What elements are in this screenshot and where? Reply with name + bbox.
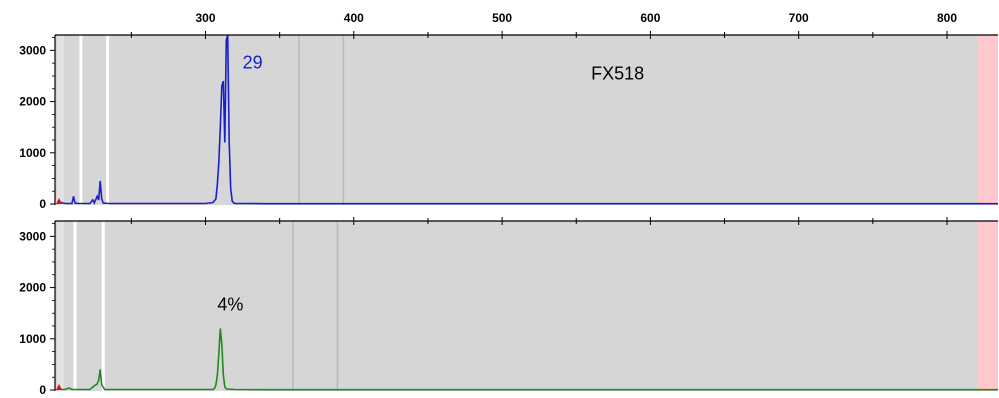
lane-left-light xyxy=(57,221,64,391)
annotation-label: FX518 xyxy=(591,64,644,84)
x-tick-label: 400 xyxy=(344,11,364,25)
y-tick-label: 0 xyxy=(39,383,46,397)
lane-white xyxy=(79,35,83,205)
x-tick-label: 700 xyxy=(789,11,809,25)
y-tick-label: 2000 xyxy=(19,281,46,295)
plot-background xyxy=(55,221,998,391)
lane-white xyxy=(101,221,105,391)
lane-left-light xyxy=(57,35,64,205)
signal-trace xyxy=(56,328,998,391)
panel-top: 0 1000 2000 3000 29 FX518 xyxy=(19,31,998,211)
y-tick-label: 1000 xyxy=(19,332,46,346)
top-x-axis: 300 400 500 600 700 800 xyxy=(195,11,957,25)
y-tick-label: 3000 xyxy=(19,43,46,57)
excluded-region xyxy=(978,221,998,391)
y-tick-label: 3000 xyxy=(19,229,46,243)
baseline-marker xyxy=(56,384,62,390)
annotation-label: 4% xyxy=(217,295,243,315)
y-tick-label: 0 xyxy=(39,197,46,211)
lane-white xyxy=(73,221,77,391)
lane-gray xyxy=(292,221,294,391)
x-tick-label: 800 xyxy=(937,11,957,25)
lane-gray xyxy=(342,35,345,205)
x-tick-label: 600 xyxy=(640,11,660,25)
y-tick-label: 1000 xyxy=(19,146,46,160)
annotation-label: 29 xyxy=(243,52,263,72)
x-tick-label: 300 xyxy=(195,11,215,25)
lane-gray xyxy=(336,221,339,391)
y-tick-label: 2000 xyxy=(19,95,46,109)
lane-gray xyxy=(298,35,300,205)
lane-white xyxy=(106,35,110,205)
baseline-marker xyxy=(56,198,62,204)
excluded-region xyxy=(978,35,998,205)
signal-trace xyxy=(56,34,998,205)
plot-background xyxy=(55,35,998,205)
x-tick-label: 500 xyxy=(492,11,512,25)
panel-bottom: 0 1000 2000 3000 4% xyxy=(19,217,998,397)
